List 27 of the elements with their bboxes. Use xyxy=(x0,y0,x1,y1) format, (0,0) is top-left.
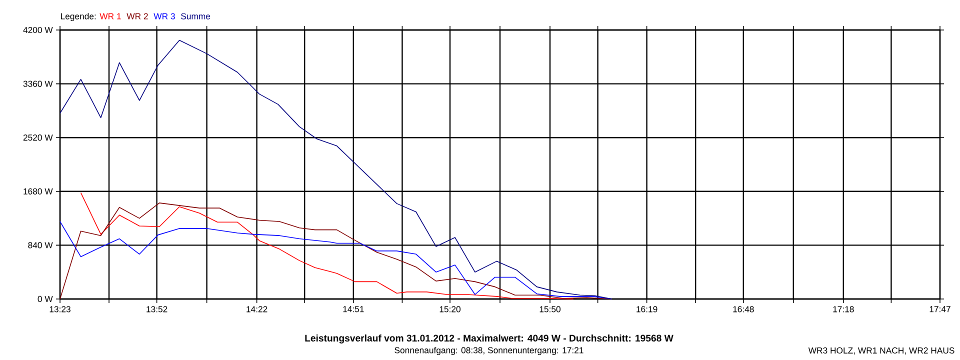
x-tick-label: 17:18 xyxy=(833,306,854,312)
text: Sonnenaufgang: 08:38, Sonnenuntergang: 17:21 xyxy=(394,346,584,356)
text: Leistungsverlauf vom 31.01.2012 - Maximalwert: 4049 W - Durchschnitt: 19568 W xyxy=(305,334,674,344)
x-tick-label: 16:19 xyxy=(636,306,658,312)
x-tick-label: 14:51 xyxy=(343,306,364,312)
y-tick-label: 4200 W xyxy=(23,26,53,34)
x-tick-label: 13:52 xyxy=(146,306,168,312)
y-tick-label: 0 W xyxy=(38,296,53,302)
line-series xyxy=(80,192,574,300)
text: WR3 HOLZ, WR1 NACH, WR2 HAUS xyxy=(808,347,954,355)
x-tick-label: 13:23 xyxy=(50,306,70,312)
text: Summe xyxy=(181,13,210,20)
x-tick-label: 16:48 xyxy=(733,306,754,312)
x-tick-label: 15:20 xyxy=(440,306,460,312)
x-tick-label: 17:47 xyxy=(930,306,950,312)
line-series xyxy=(60,221,612,300)
x-tick-label: 15:50 xyxy=(540,306,560,312)
y-tick-label: 3360 W xyxy=(23,80,53,87)
x-tick-label: 14:22 xyxy=(246,306,268,312)
text: WR 2 xyxy=(126,13,148,20)
text: WR 3 xyxy=(154,13,175,20)
text: WR 1 xyxy=(100,13,121,20)
line-series xyxy=(60,40,612,300)
y-tick-label: 2520 W xyxy=(23,134,53,141)
legend-title: Legende: xyxy=(60,12,96,22)
y-tick-label: 840 W xyxy=(28,242,53,248)
y-tick-label: 1680 W xyxy=(24,188,53,194)
